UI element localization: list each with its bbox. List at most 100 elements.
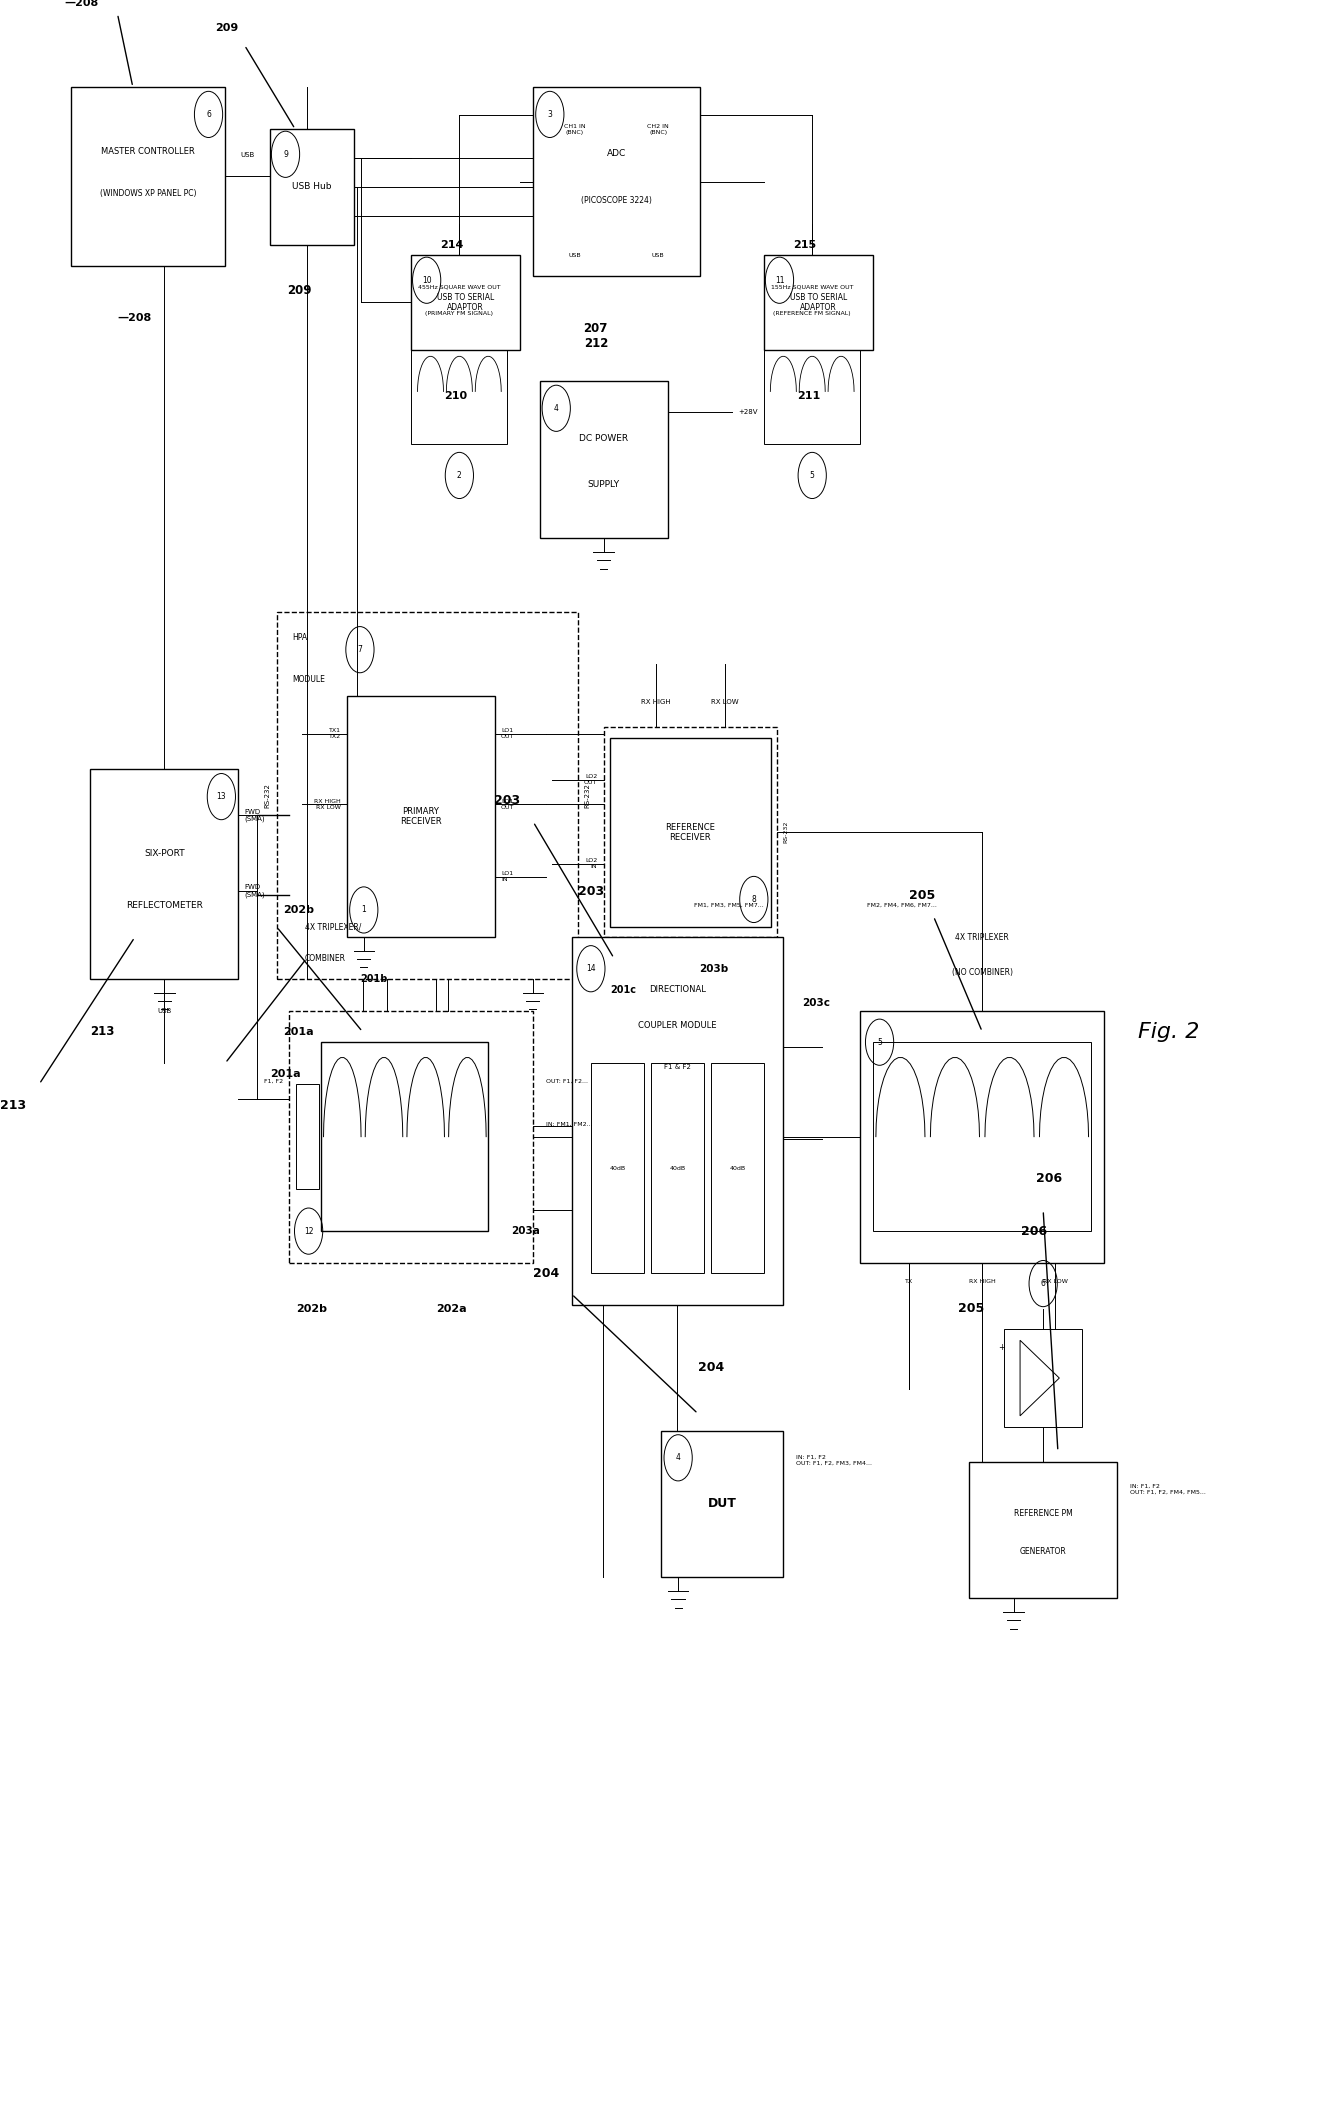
Text: +: +: [998, 1344, 1006, 1352]
Text: (PICOSCOPE 3224): (PICOSCOPE 3224): [582, 196, 652, 204]
Text: DC POWER: DC POWER: [579, 434, 628, 442]
Text: 212: 212: [584, 336, 610, 349]
Text: FM1, FM3, FM5, FM7...: FM1, FM3, FM5, FM7...: [693, 904, 763, 908]
Text: 214: 214: [440, 240, 464, 249]
Text: 6: 6: [1040, 1280, 1045, 1288]
Text: 211: 211: [796, 391, 820, 400]
Text: 9: 9: [284, 149, 288, 159]
Text: —208: —208: [65, 0, 99, 9]
Bar: [860, 1010, 1104, 1263]
Bar: [873, 1042, 1092, 1231]
Text: RX HIGH: RX HIGH: [641, 699, 670, 706]
Text: USB TO SERIAL
ADAPTOR: USB TO SERIAL ADAPTOR: [790, 293, 847, 313]
Text: 203: 203: [494, 795, 521, 808]
Text: TX: TX: [905, 1280, 913, 1284]
Text: 4: 4: [676, 1454, 681, 1463]
Text: 201a: 201a: [270, 1069, 301, 1078]
Bar: [1004, 1329, 1083, 1427]
Text: LO2
OUT: LO2 OUT: [584, 774, 598, 784]
Text: (WINDOWS XP PANEL PC): (WINDOWS XP PANEL PC): [99, 189, 196, 198]
Text: RX LOW: RX LOW: [1043, 1280, 1068, 1284]
Bar: [295, 1084, 319, 1188]
Text: IN: FM1, FM2...: IN: FM1, FM2...: [546, 1123, 592, 1127]
Text: GENERATOR: GENERATOR: [1020, 1548, 1067, 1556]
Text: 215: 215: [792, 240, 816, 249]
Text: MASTER CONTROLLER: MASTER CONTROLLER: [101, 147, 195, 155]
Text: 13: 13: [216, 793, 227, 802]
Bar: [610, 738, 771, 927]
Text: 202b: 202b: [295, 1303, 327, 1314]
Bar: [411, 338, 507, 444]
Text: PRIMARY
RECEIVER: PRIMARY RECEIVER: [400, 808, 441, 827]
Bar: [651, 1063, 704, 1273]
Text: 3: 3: [547, 111, 553, 119]
Text: —208: —208: [118, 313, 151, 323]
Text: 205: 205: [958, 1303, 984, 1316]
Text: 7: 7: [358, 644, 362, 655]
Text: 5: 5: [810, 472, 815, 480]
Text: 203c: 203c: [803, 999, 831, 1008]
Text: LO1
OUT: LO1 OUT: [501, 799, 514, 810]
Text: 210: 210: [444, 391, 468, 400]
Text: RS-232: RS-232: [584, 782, 591, 808]
Text: USB: USB: [241, 153, 254, 157]
Text: 204: 204: [698, 1361, 725, 1373]
Text: IN: F1, F2
OUT: F1, F2, FM3, FM4...: IN: F1, F2 OUT: F1, F2, FM3, FM4...: [796, 1454, 872, 1465]
Bar: [661, 1431, 783, 1577]
Text: RS-232: RS-232: [783, 821, 788, 844]
Text: FWD
(SMA): FWD (SMA): [244, 808, 265, 823]
Text: 40dB: 40dB: [669, 1165, 685, 1171]
Bar: [710, 1063, 765, 1273]
Bar: [90, 770, 238, 980]
Text: USB Hub: USB Hub: [292, 183, 331, 191]
Text: MODULE: MODULE: [292, 674, 325, 685]
Bar: [604, 727, 776, 938]
Text: CH2 IN
(BNC): CH2 IN (BNC): [648, 123, 669, 134]
Text: 4X TRIPLEXER/: 4X TRIPLEXER/: [305, 923, 362, 931]
Text: TX1
TX2: TX1 TX2: [329, 729, 341, 740]
Text: SUPPLY: SUPPLY: [588, 480, 620, 489]
Bar: [591, 1063, 644, 1273]
Text: 1: 1: [362, 906, 366, 914]
Text: 207: 207: [583, 321, 608, 336]
Text: DUT: DUT: [708, 1497, 737, 1509]
Text: LO1
OUT: LO1 OUT: [501, 729, 514, 740]
Text: LO2
IN: LO2 IN: [586, 859, 598, 870]
Text: 201c: 201c: [610, 984, 636, 995]
Bar: [765, 255, 873, 349]
Bar: [411, 255, 521, 349]
Text: COUPLER MODULE: COUPLER MODULE: [639, 1020, 717, 1029]
Text: RX LOW: RX LOW: [712, 699, 739, 706]
Text: FM2, FM4, FM6, FM7...: FM2, FM4, FM6, FM7...: [867, 904, 937, 908]
Text: ADC: ADC: [607, 149, 627, 157]
Text: REFERENCE PM: REFERENCE PM: [1014, 1509, 1072, 1518]
Text: 213: 213: [90, 1025, 115, 1037]
Bar: [970, 1463, 1117, 1599]
Text: +28V: +28V: [738, 410, 758, 415]
Text: REFERENCE
RECEIVER: REFERENCE RECEIVER: [665, 823, 716, 842]
Bar: [539, 381, 668, 538]
Text: USB: USB: [158, 1008, 171, 1014]
Text: F1 & F2: F1 & F2: [664, 1065, 690, 1069]
Text: 209: 209: [215, 23, 238, 34]
Text: 14: 14: [586, 965, 596, 974]
Text: 202a: 202a: [436, 1303, 466, 1314]
Text: 2: 2: [457, 472, 461, 480]
Text: REFLECTOMETER: REFLECTOMETER: [126, 901, 203, 910]
Text: 201b: 201b: [360, 974, 387, 984]
Text: (PRIMARY FM SIGNAL): (PRIMARY FM SIGNAL): [425, 310, 493, 317]
Text: 213: 213: [0, 1099, 26, 1112]
Text: CH1 IN
(BNC): CH1 IN (BNC): [564, 123, 586, 134]
Bar: [72, 87, 225, 266]
Text: 4: 4: [554, 404, 559, 412]
Bar: [347, 695, 494, 938]
Text: 202b: 202b: [284, 906, 314, 914]
Text: USB: USB: [568, 253, 582, 257]
Text: RX HIGH
RX LOW: RX HIGH RX LOW: [314, 799, 341, 810]
Bar: [289, 1010, 533, 1263]
Text: 8: 8: [751, 895, 757, 904]
Text: 204: 204: [533, 1267, 559, 1280]
Text: F1, F2: F1, F2: [264, 1078, 284, 1084]
Text: (NO COMBINER): (NO COMBINER): [951, 969, 1012, 978]
Text: 155Hz SQUARE WAVE OUT: 155Hz SQUARE WAVE OUT: [771, 285, 853, 289]
